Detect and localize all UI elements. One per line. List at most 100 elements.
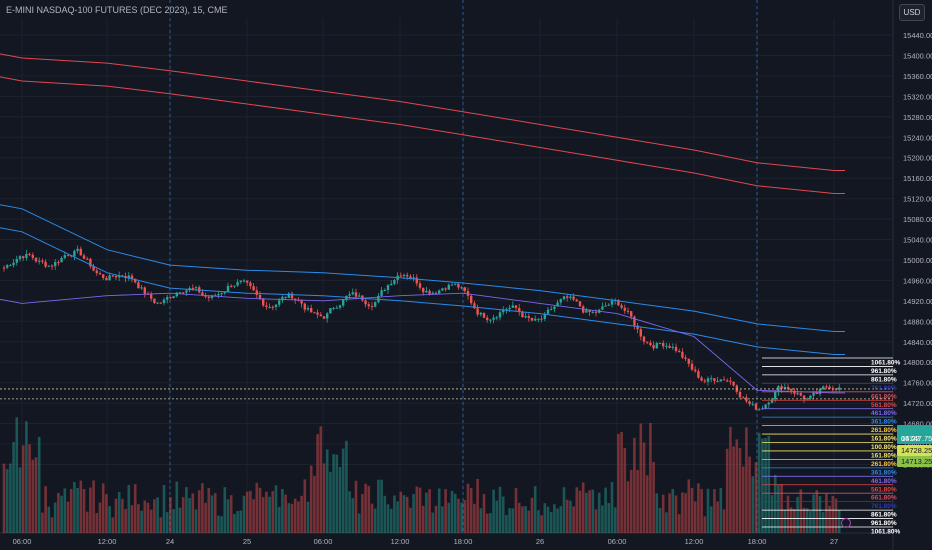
volume-bar	[108, 506, 111, 533]
volume-bar	[386, 504, 390, 533]
price-axis[interactable]: 15440.00 15400.00 15360.00 15320.00 15280.00…	[903, 31, 932, 469]
volume-bar	[498, 486, 502, 533]
volume-bar	[28, 444, 31, 533]
volume-bar	[530, 497, 534, 533]
candle-body	[838, 387, 841, 390]
time-tick-label: 12:00	[391, 537, 410, 546]
candle-body	[214, 295, 217, 297]
volume-bar	[351, 498, 355, 533]
candle-body	[172, 296, 175, 298]
volume-bar	[703, 516, 707, 533]
time-axis[interactable]: 06:00 12:00 24 25 06:00 12:00 18:00 26 06:00 12:0…	[13, 537, 839, 546]
volume-bar	[63, 488, 67, 533]
candle-body	[649, 342, 652, 346]
volume-bar	[143, 500, 147, 533]
price-tick-label: 15160.00	[903, 174, 932, 183]
candle-body	[406, 274, 409, 277]
candle-body	[130, 275, 134, 279]
volume-bar	[12, 442, 15, 533]
volume-bar	[639, 423, 643, 533]
candle-body	[434, 292, 438, 294]
volume-bar	[249, 490, 252, 533]
volume-bar	[44, 486, 47, 533]
volume-bar	[18, 467, 22, 533]
volume-bar	[517, 502, 521, 533]
volume-bar	[117, 491, 121, 533]
price-tick-label: 14760.00	[903, 379, 932, 388]
volume-bar	[825, 493, 828, 533]
candle-body	[604, 305, 607, 307]
volume-bar	[780, 484, 783, 533]
candle-body	[751, 403, 754, 405]
volume-bar	[418, 487, 422, 533]
candle-body	[524, 316, 527, 318]
candle-body	[463, 287, 466, 291]
candle-body	[633, 316, 636, 326]
candle-body	[546, 309, 550, 314]
candle-body	[418, 283, 422, 288]
candle-body	[207, 296, 210, 298]
volume-bar	[537, 510, 540, 533]
volume-bar	[559, 506, 563, 533]
volume-bar	[757, 432, 761, 533]
price-tick-label: 15280.00	[903, 113, 932, 122]
volume-bar	[201, 483, 204, 533]
candle-body	[249, 282, 252, 287]
candle-body	[591, 311, 594, 313]
volume-bar	[713, 489, 716, 533]
volume-bar	[457, 498, 460, 533]
volume-bar	[777, 484, 780, 533]
candle-body	[738, 391, 742, 398]
volume-bar	[553, 504, 556, 533]
volume-bar	[281, 489, 284, 533]
volume-bar	[293, 498, 297, 533]
currency-button[interactable]: USD	[899, 4, 925, 21]
candle-body	[92, 266, 95, 271]
volume-bar	[809, 511, 812, 533]
symbol-title[interactable]: E-MINI NASDAQ-100 FUTURES (DEC 2023), 15…	[6, 5, 228, 15]
volume-bar	[585, 492, 588, 533]
candle-body	[281, 296, 284, 301]
candle-body	[367, 304, 370, 307]
fib-level-label: 161.80%	[871, 436, 897, 443]
candle-body	[284, 296, 287, 298]
volume-bar	[165, 512, 169, 533]
volume-bar	[732, 446, 735, 533]
candle-body	[150, 294, 153, 299]
volume-bar	[489, 513, 492, 533]
time-tick-label: 18:00	[454, 537, 473, 546]
volume-bar	[665, 512, 668, 533]
candle-body	[374, 302, 377, 307]
volume-bar	[700, 488, 703, 533]
alert-icon	[841, 518, 851, 528]
volume-bar	[620, 432, 623, 533]
candle-body	[287, 293, 290, 298]
volume-bar	[527, 510, 531, 533]
fib-level-label: 1061.80%	[871, 529, 900, 536]
volume-bar	[316, 434, 319, 533]
volume-bar	[332, 454, 335, 533]
candle-body	[348, 294, 351, 296]
volume-bar	[162, 484, 166, 533]
volume-bar	[575, 487, 579, 533]
volume-bar	[434, 505, 438, 533]
candle-body	[822, 386, 825, 390]
price-tick-label: 15400.00	[903, 51, 932, 60]
volume-bar	[319, 426, 323, 533]
volume-bar	[149, 509, 153, 533]
candle-body	[265, 305, 268, 307]
volume-bar	[300, 495, 303, 533]
volume-bar	[476, 478, 479, 533]
candle-body	[639, 329, 642, 337]
time-tick-label: 25	[243, 537, 251, 546]
volume-bar	[252, 499, 255, 533]
volume-bar	[405, 496, 409, 533]
candle-body	[354, 292, 358, 297]
candle-body	[681, 351, 684, 358]
time-tick-label: 18:00	[748, 537, 767, 546]
volume-bar	[613, 507, 617, 533]
candle-body	[575, 299, 578, 302]
price-tick-label: 15320.00	[903, 92, 932, 101]
candle-body	[495, 317, 498, 319]
